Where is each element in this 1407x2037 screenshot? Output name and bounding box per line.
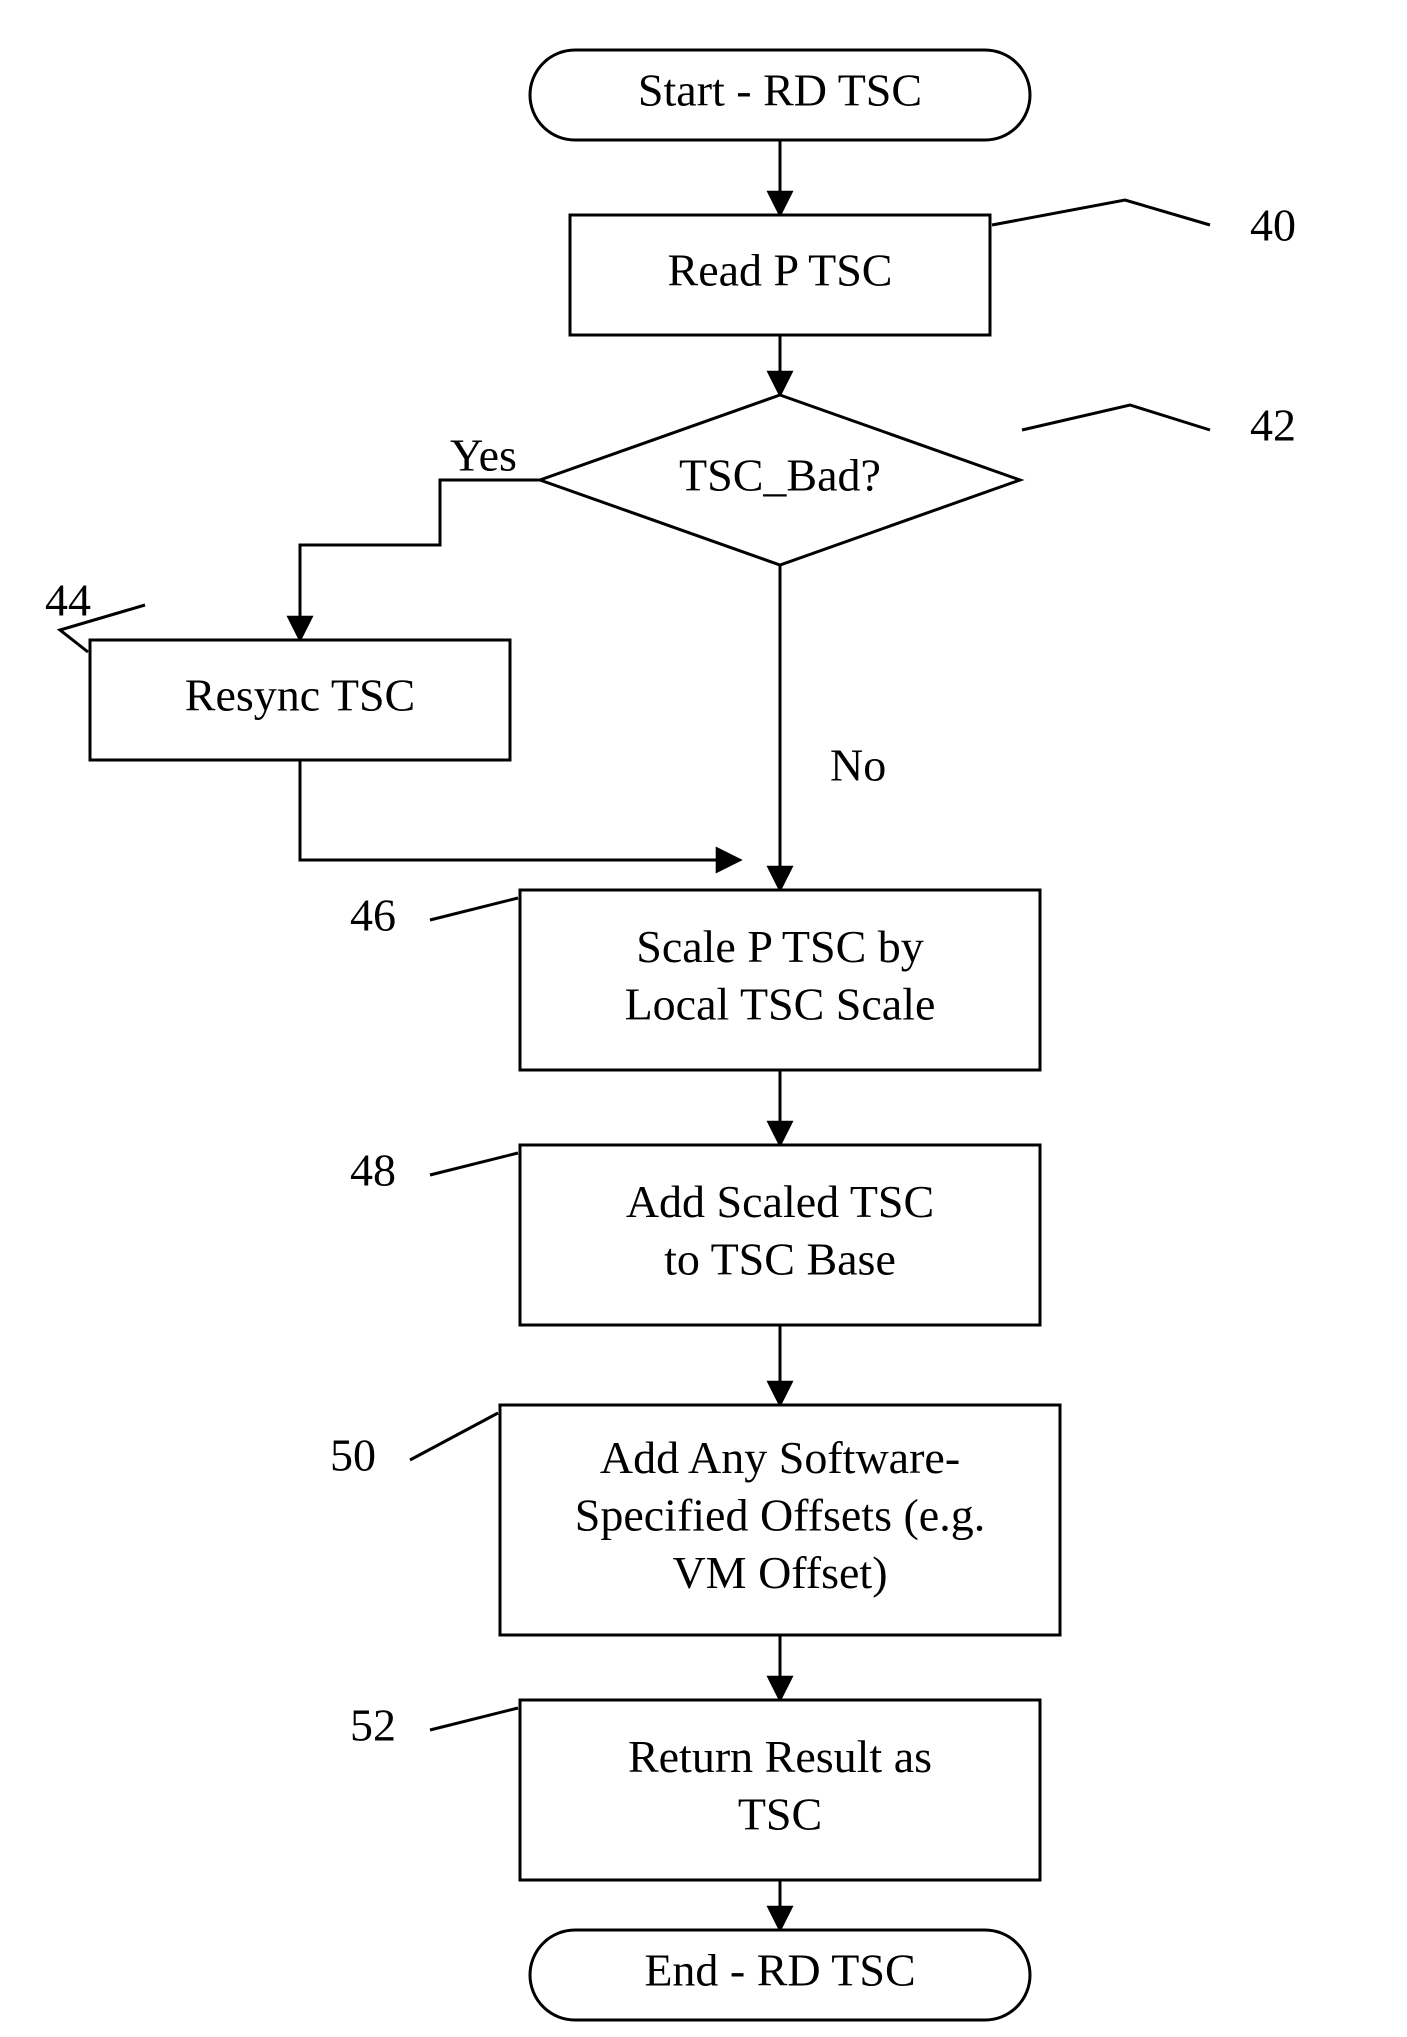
- node-n46: Scale P TSC by Local TSC Scale 46: [350, 890, 1040, 1070]
- ref-leader: [992, 200, 1210, 225]
- node-text: TSC: [738, 1788, 822, 1839]
- node-n44: Resync TSC 44: [45, 575, 510, 760]
- ref-label: 52: [350, 1700, 396, 1751]
- node-text: Resync TSC: [185, 670, 415, 721]
- node-text: Local TSC Scale: [625, 978, 936, 1029]
- node-start: Start - RD TSC: [530, 50, 1030, 140]
- node-end: End - RD TSC: [530, 1930, 1030, 2020]
- ref-label: 50: [330, 1430, 376, 1481]
- ref-leader: [1022, 405, 1210, 430]
- node-text: TSC_Bad?: [679, 450, 881, 501]
- node-text: VM Offset): [672, 1547, 887, 1598]
- node-text: Add Any Software-: [600, 1432, 960, 1483]
- ref-leader: [410, 1413, 498, 1460]
- edge-label: No: [830, 740, 886, 791]
- node-text: Return Result as: [628, 1731, 932, 1782]
- nodes: Start - RD TSC Read P TSC 40 TSC_Bad? 42 Resy…: [45, 50, 1296, 2020]
- node-text: Specified Offsets (e.g.: [575, 1490, 985, 1541]
- node-text: Scale P TSC by: [636, 921, 924, 972]
- node-n42: TSC_Bad? 42: [540, 395, 1296, 565]
- edge: [300, 480, 540, 640]
- ref-leader: [430, 1708, 518, 1730]
- ref-label: 44: [45, 575, 91, 626]
- ref-label: 46: [350, 890, 396, 941]
- edge-label: Yes: [450, 430, 517, 481]
- ref-leader: [430, 1153, 518, 1175]
- edge: [300, 760, 740, 860]
- node-n52: Return Result as TSC 52: [350, 1700, 1040, 1880]
- node-n48: Add Scaled TSC to TSC Base 48: [350, 1145, 1040, 1325]
- ref-label: 48: [350, 1145, 396, 1196]
- ref-label: 40: [1250, 200, 1296, 251]
- ref-leader: [430, 898, 518, 920]
- node-n50: Add Any Software- Specified Offsets (e.g.…: [330, 1405, 1060, 1635]
- node-text: End - RD TSC: [644, 1945, 915, 1996]
- node-n40: Read P TSC 40: [570, 200, 1296, 335]
- node-text: Start - RD TSC: [638, 65, 922, 116]
- node-text: to TSC Base: [664, 1233, 896, 1284]
- node-text: Add Scaled TSC: [626, 1176, 934, 1227]
- flowchart: Yes No Start - RD TSC Read P TSC 40 TSC_Bad? 4…: [0, 0, 1407, 2037]
- node-text: Read P TSC: [668, 245, 893, 296]
- ref-label: 42: [1250, 400, 1296, 451]
